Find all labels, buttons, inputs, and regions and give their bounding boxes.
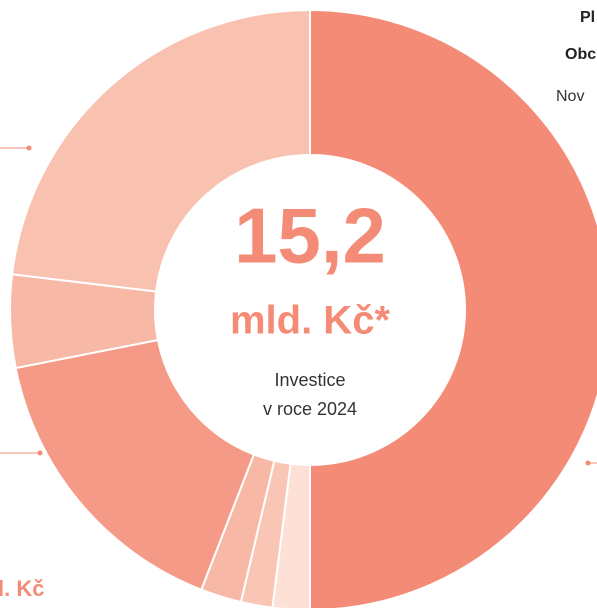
slice	[11, 8, 311, 293]
slice	[14, 338, 256, 591]
edge-label: Obc	[565, 46, 596, 63]
center-value: 15,2	[234, 192, 386, 280]
slice	[309, 8, 597, 608]
edge-label: Nov	[556, 88, 584, 105]
center-unit: mld. Kč*	[230, 299, 390, 343]
leader-lines	[0, 145, 597, 466]
donut	[9, 8, 597, 608]
center-note: v roce 2024	[263, 399, 357, 419]
center-note: Investice	[274, 370, 345, 390]
edge-label: l. Kč	[0, 576, 44, 601]
edge-label: Pl	[580, 9, 595, 26]
